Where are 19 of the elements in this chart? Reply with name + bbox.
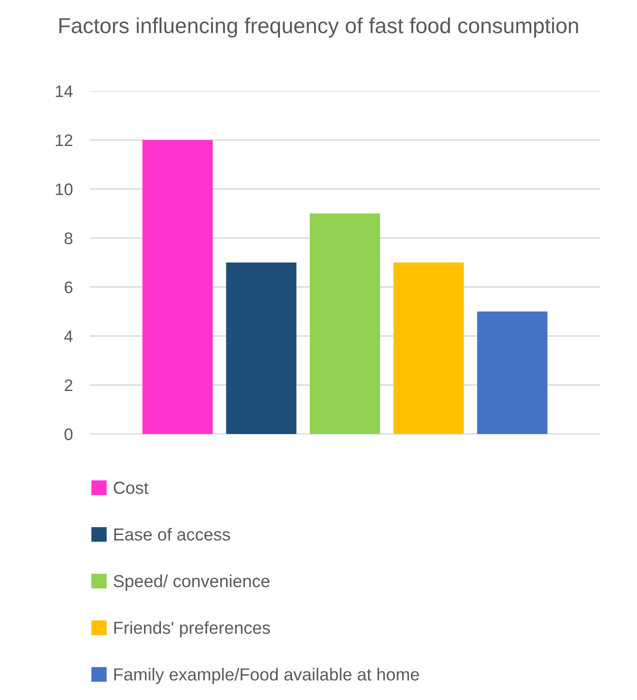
y-tick-label: 10 xyxy=(56,183,72,196)
legend-label: Family example/Food available at home xyxy=(114,668,419,684)
legend-label: Friends' preferences xyxy=(114,621,270,638)
bar xyxy=(477,312,548,434)
bar xyxy=(142,140,213,434)
bar xyxy=(310,214,380,434)
legend-label: Cost xyxy=(114,482,148,494)
y-tick-label: 14 xyxy=(56,86,73,98)
legend-label: Speed/ convenience xyxy=(114,574,270,591)
y-tick-label: 6 xyxy=(64,281,72,294)
legend-label: Ease of access xyxy=(114,528,230,541)
chart-title: Factors influencing frequency of fast food consumption xyxy=(59,18,578,38)
y-tick-label: 0 xyxy=(64,428,72,440)
y-tick-label: 2 xyxy=(64,379,72,392)
bar xyxy=(226,262,296,434)
bar xyxy=(393,262,464,434)
y-tick-label: 4 xyxy=(64,330,73,342)
y-tick-label: 12 xyxy=(56,134,72,146)
y-tick-label: 8 xyxy=(64,232,72,244)
